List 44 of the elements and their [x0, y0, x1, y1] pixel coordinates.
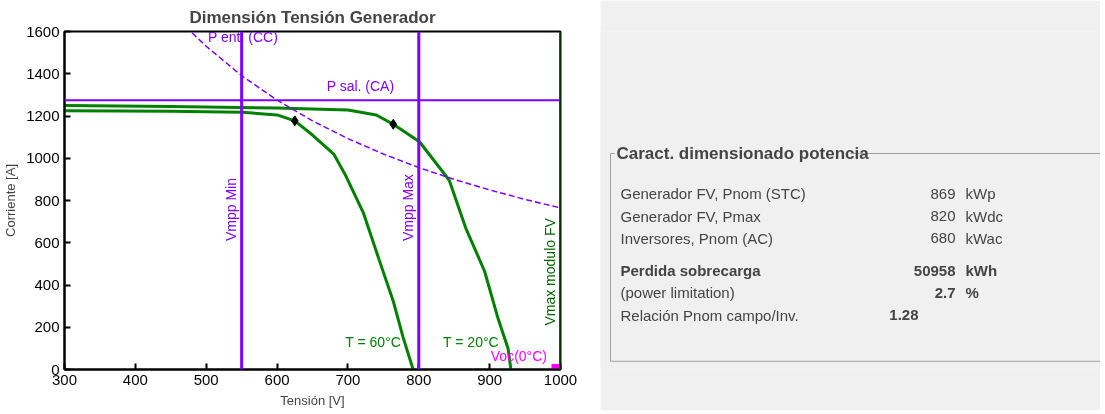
- ref-line-label: P sal. (CA): [326, 78, 395, 95]
- y-tick-label: 1600: [26, 22, 60, 40]
- text: Generador FV, Pnom (STC): [620, 185, 806, 203]
- text: Perdida sobrecarga: [620, 262, 762, 280]
- y-tick-label: 1400: [26, 64, 60, 82]
- text: (power limitation): [620, 284, 735, 302]
- text: 1.28: [889, 306, 919, 324]
- series-label: T = 60°C: [345, 333, 401, 350]
- chart-title: Dimensión Tensión Generador: [189, 7, 436, 27]
- text: 869: [930, 184, 956, 202]
- text: kWdc: [965, 207, 1004, 225]
- x-tick-label: 500: [193, 370, 219, 388]
- x-tick-label: 600: [264, 370, 290, 388]
- y-axis-title: Corriente [A]: [3, 164, 19, 237]
- ref-line-label: Vmax modulo FV: [541, 217, 558, 326]
- point: [290, 115, 299, 127]
- text: 680: [930, 229, 956, 247]
- text: Relación Pnom campo/Inv.: [620, 306, 799, 324]
- text: kWh: [965, 262, 998, 280]
- ref-line-label: Vmpp Max: [399, 174, 416, 242]
- x-tick-label: 400: [122, 370, 148, 388]
- x-tick-label: 1000: [543, 370, 578, 388]
- y-tick-label: 400: [34, 276, 60, 293]
- ref-line-label: Vmpp Min: [222, 178, 239, 242]
- x-axis-title: Tensión [V]: [280, 392, 345, 408]
- text: kWp: [965, 185, 996, 203]
- y-tick-label: 1200: [26, 107, 60, 124]
- text: 50958: [913, 261, 956, 279]
- text: %: [965, 284, 979, 302]
- y-tick-label: 1000: [26, 149, 60, 167]
- x-tick-label: 900: [477, 370, 503, 388]
- text: Generador FV, Pmax: [620, 207, 762, 225]
- text: 820: [930, 207, 956, 225]
- x-tick-label: 700: [335, 370, 361, 388]
- text: kWac: [965, 229, 1003, 247]
- y-tick-label: 600: [34, 233, 60, 251]
- series-label: T = 20°C: [443, 333, 499, 350]
- text: Inversores, Pnom (AC): [620, 229, 774, 247]
- text: Caract. dimensionado potencia: [616, 144, 870, 164]
- x-tick-label: 800: [406, 370, 432, 388]
- y-tick-label: 200: [34, 318, 60, 336]
- point: [389, 118, 398, 130]
- text: 2.7: [934, 283, 956, 301]
- y-tick-label: 800: [34, 191, 60, 209]
